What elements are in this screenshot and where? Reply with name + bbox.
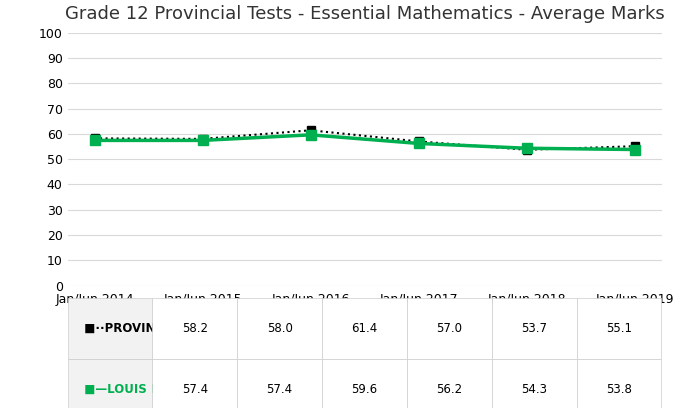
LOUIS RIEL	[522, 146, 531, 151]
PROVINCIAL	[306, 128, 315, 133]
LOUIS RIEL	[306, 132, 315, 137]
Line: LOUIS RIEL: LOUIS RIEL	[90, 130, 639, 154]
PROVINCIAL	[414, 139, 423, 144]
PROVINCIAL	[198, 136, 207, 141]
PROVINCIAL	[630, 144, 639, 149]
PROVINCIAL	[90, 136, 99, 141]
LOUIS RIEL	[90, 138, 99, 143]
LOUIS RIEL	[414, 141, 423, 146]
LOUIS RIEL	[630, 147, 639, 152]
Title: Grade 12 Provincial Tests - Essential Mathematics - Average Marks: Grade 12 Provincial Tests - Essential Ma…	[65, 5, 664, 23]
Line: PROVINCIAL: PROVINCIAL	[90, 126, 639, 154]
PROVINCIAL	[522, 147, 531, 152]
LOUIS RIEL	[198, 138, 207, 143]
